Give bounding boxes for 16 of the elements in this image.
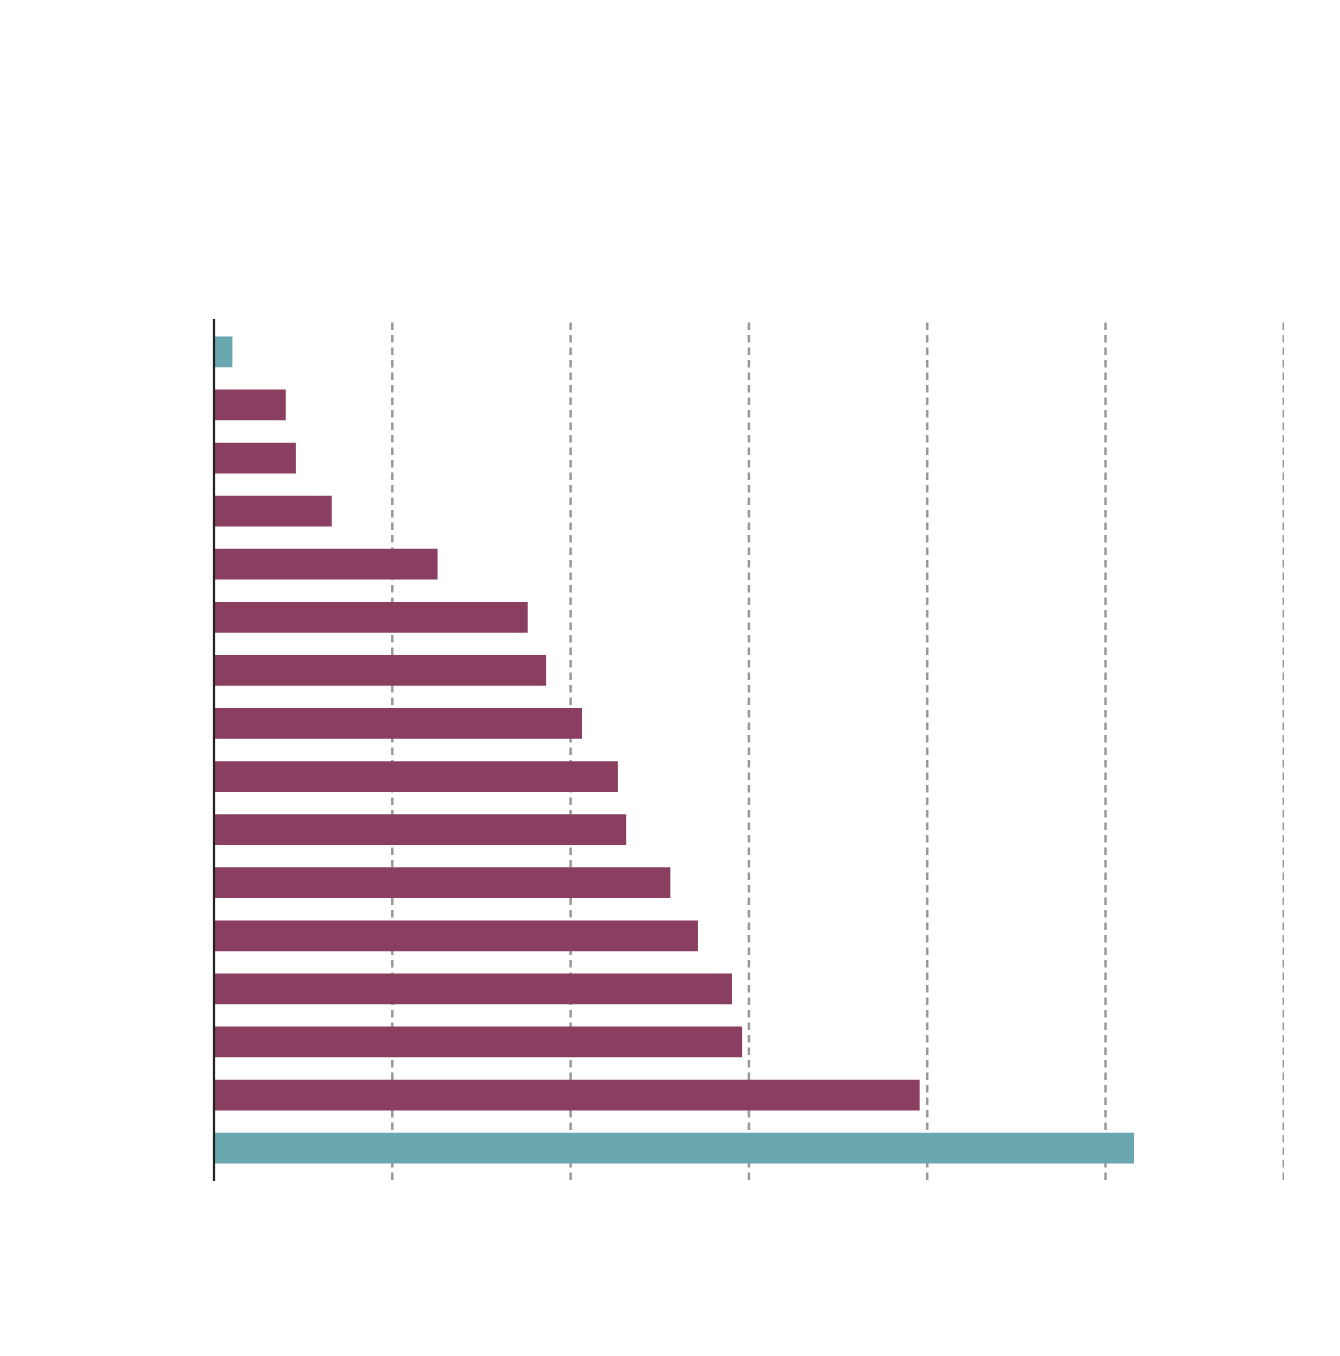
bar: [214, 1079, 920, 1111]
bar: [214, 814, 627, 846]
bar: [214, 601, 528, 633]
bar: [214, 442, 296, 474]
bar: [214, 389, 286, 421]
bar: [214, 1026, 743, 1058]
bar: [214, 761, 618, 792]
bar: [214, 920, 698, 952]
bar: [214, 867, 671, 899]
bar: [214, 654, 547, 686]
bar: [214, 336, 233, 368]
bar: [214, 708, 583, 739]
bar: [214, 1132, 1135, 1164]
bar: [214, 973, 732, 1005]
bar: [214, 548, 438, 580]
bar: [214, 495, 332, 527]
